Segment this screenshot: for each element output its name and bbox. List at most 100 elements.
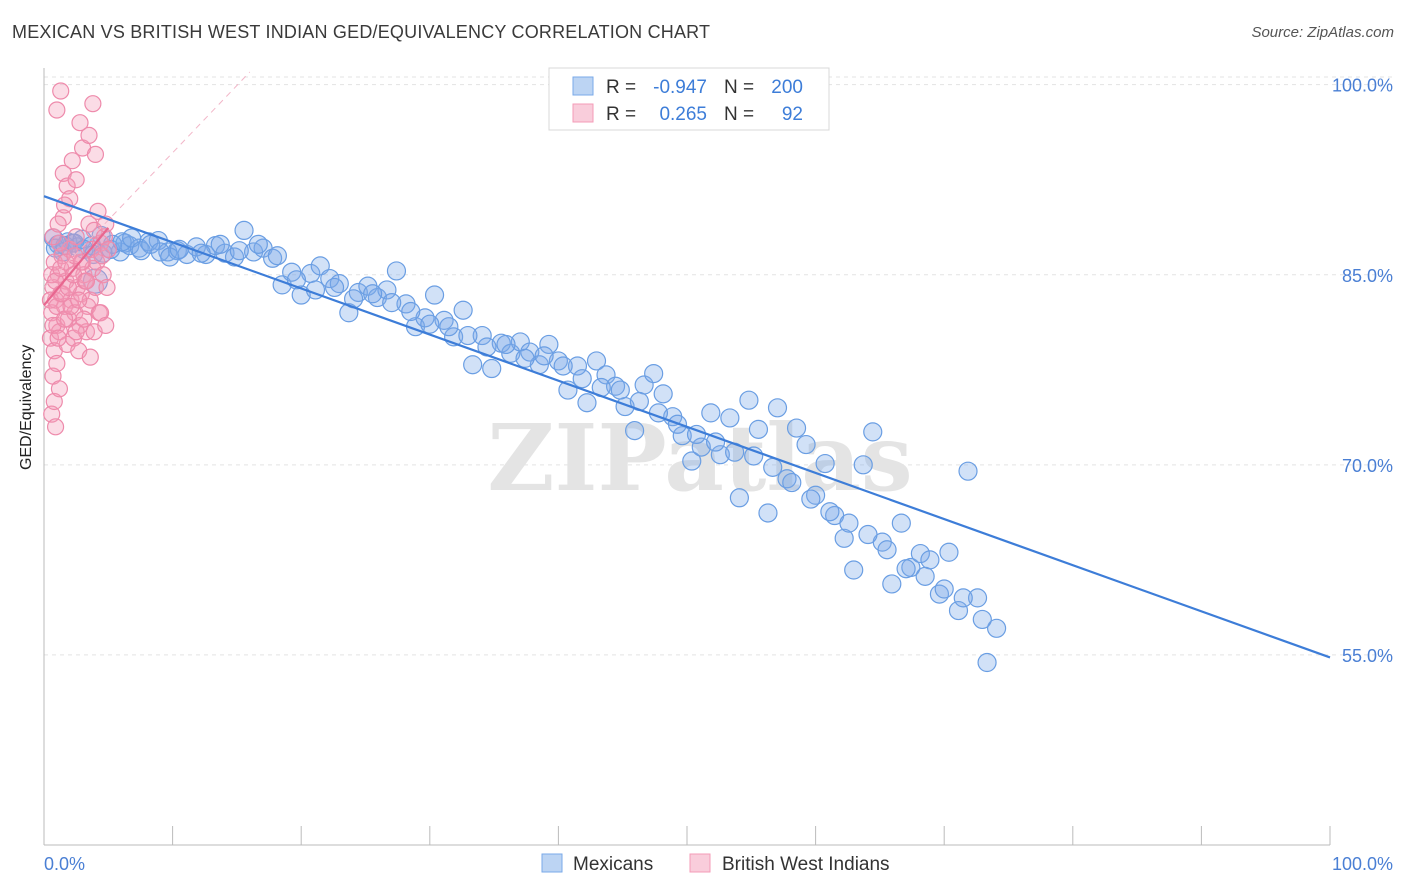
point-mexicans: [267, 246, 287, 266]
point-british-west-indians: [50, 234, 69, 252]
r-label: R =: [606, 77, 636, 98]
point-british-west-indians: [86, 145, 105, 163]
r-label: R =: [606, 104, 636, 125]
point-mexicans: [920, 550, 940, 570]
legend-swatch: [572, 103, 594, 123]
point-mexicans: [424, 285, 445, 305]
point-british-west-indians: [50, 380, 69, 398]
point-british-west-indians: [63, 152, 81, 170]
point-mexicans: [672, 426, 692, 446]
point-mexicans: [131, 241, 151, 261]
point-british-west-indians: [98, 278, 116, 297]
point-mexicans: [977, 652, 997, 673]
point-british-west-indians: [71, 114, 89, 132]
legend-swatch-british-west-indians: [689, 853, 711, 873]
point-mexicans: [691, 437, 711, 457]
point-mexicans: [786, 418, 807, 438]
point-british-west-indians: [70, 291, 88, 309]
r-value: 0.265: [659, 104, 707, 125]
y-tick-label: 85.0%: [1342, 266, 1393, 286]
point-mexicans: [439, 317, 459, 337]
point-british-west-indians: [99, 240, 117, 259]
point-british-west-indians: [59, 278, 78, 297]
axes: 55.0% 70.0% 85.0% 100.0% 0.0% 100.0%: [43, 68, 1393, 874]
legend-swatch: [572, 76, 594, 96]
point-mexicans: [482, 358, 502, 379]
point-british-west-indians: [81, 348, 99, 366]
point-british-west-indians: [48, 354, 66, 373]
point-mexicans: [234, 220, 254, 241]
point-mexicans: [386, 261, 407, 281]
point-mexicans: [567, 356, 588, 376]
point-mexicans: [682, 451, 702, 471]
point-mexicans: [229, 241, 249, 261]
point-mexicans: [972, 609, 992, 630]
point-mexicans: [472, 325, 492, 346]
stats-legend: R = -0.947 N = 200 R = 0.265 N = 92: [548, 67, 830, 131]
point-mexicans: [324, 277, 345, 298]
point-mexicans: [953, 588, 973, 608]
point-mexicans: [815, 453, 835, 474]
point-mexicans: [863, 422, 883, 442]
point-mexicans: [553, 356, 573, 376]
point-british-west-indians: [91, 304, 110, 322]
point-mexicans: [160, 247, 180, 267]
series-mexicans: [43, 220, 1007, 673]
point-british-west-indians: [49, 215, 67, 233]
point-mexicans: [844, 560, 864, 580]
y-tick-label: 70.0%: [1342, 456, 1393, 476]
legend-label-mexicans: Mexicans: [573, 854, 653, 875]
point-mexicans: [625, 421, 645, 441]
point-british-west-indians: [95, 228, 114, 246]
point-british-west-indians: [48, 101, 66, 119]
point-mexicans: [363, 284, 383, 304]
point-british-west-indians: [67, 171, 85, 189]
point-british-west-indians: [77, 272, 96, 290]
legend-label-british-west-indians: British West Indians: [722, 854, 890, 875]
reference-line: [43, 71, 251, 288]
point-british-west-indians: [89, 202, 107, 220]
point-mexicans: [896, 559, 916, 579]
n-value: 92: [782, 104, 803, 125]
point-mexicans: [986, 618, 1007, 638]
point-mexicans: [801, 489, 821, 509]
point-british-west-indians: [67, 228, 85, 246]
n-label: N =: [724, 77, 754, 98]
point-mexicans: [586, 351, 607, 371]
point-mexicans: [739, 390, 759, 410]
point-mexicans: [515, 348, 535, 368]
point-mexicans: [539, 334, 559, 355]
point-british-west-indians: [94, 266, 112, 284]
point-mexicans: [934, 579, 954, 599]
point-mexicans: [458, 325, 478, 346]
point-mexicans: [720, 408, 740, 428]
point-mexicans: [420, 314, 440, 334]
point-mexicans: [958, 461, 978, 481]
point-mexicans: [534, 346, 554, 366]
point-british-west-indians: [43, 405, 61, 423]
trend-line-mexicans: [43, 195, 1331, 659]
point-mexicans: [763, 457, 783, 477]
point-mexicans: [463, 355, 483, 375]
point-mexicans: [377, 280, 397, 300]
point-mexicans: [877, 540, 897, 560]
point-british-west-indians: [58, 177, 76, 195]
point-mexicans: [610, 380, 630, 400]
point-mexicans: [748, 419, 769, 439]
point-mexicans: [782, 472, 802, 493]
point-mexicans: [758, 503, 778, 523]
point-mexicans: [248, 234, 268, 254]
point-mexicans: [939, 542, 959, 562]
point-mexicans: [210, 234, 230, 254]
source-label: Source: ZipAtlas.com: [1251, 24, 1394, 41]
point-british-west-indians: [75, 310, 93, 328]
r-value: -0.947: [653, 77, 707, 98]
point-mexicans: [820, 502, 840, 522]
point-mexicans: [853, 455, 873, 475]
point-mexicans: [858, 524, 878, 545]
point-mexicans: [948, 600, 969, 621]
point-mexicans: [453, 300, 473, 320]
y-tick-label: 100.0%: [1332, 76, 1393, 96]
point-british-west-indians: [48, 297, 66, 316]
trend-line-british-west-indians: [43, 227, 110, 306]
